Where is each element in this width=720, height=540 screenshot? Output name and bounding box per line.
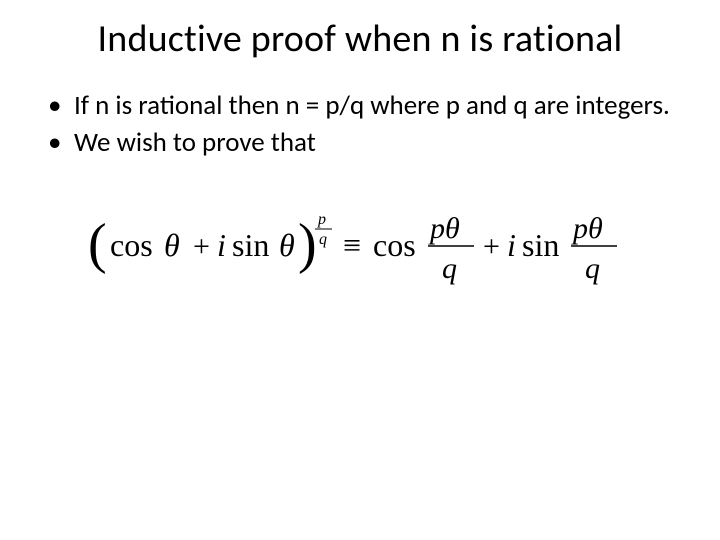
list-item: We wish to prove that (48, 127, 684, 160)
bullet-text: If n is rational then n = p/q where p an… (74, 89, 670, 122)
slide: Inductive proof when n is rational If n … (0, 0, 720, 540)
equiv-glyph: ≡ (343, 227, 361, 263)
sin-glyph: sin (522, 227, 559, 263)
lparen-glyph: ( (88, 213, 107, 275)
list-item: If n is rational then n = p/q where p an… (48, 90, 684, 123)
i-glyph: i (217, 227, 226, 263)
slide-title: Inductive proof when n is rational (36, 18, 684, 62)
exp-den-glyph: q (319, 231, 327, 248)
rparen-glyph: ) (298, 213, 317, 275)
frac-den-glyph: q (442, 252, 457, 285)
exp-num-glyph: p (317, 211, 326, 228)
i-glyph: i (507, 227, 516, 263)
bullet-text: We wish to prove that (74, 126, 316, 159)
theta-glyph: θ (164, 227, 180, 263)
bullet-list: If n is rational then n = p/q where p an… (36, 90, 684, 160)
sin-glyph: sin (232, 227, 269, 263)
plus-glyph: + (193, 230, 210, 263)
frac-num-glyph: pθ (571, 212, 603, 245)
theta-glyph: θ (279, 227, 295, 263)
plus-glyph: + (483, 230, 500, 263)
cos-glyph: cos (110, 227, 153, 263)
frac-den-glyph: q (585, 252, 600, 285)
equation-svg: ( cos θ + i sin θ ) p q ≡ cos pθ q (80, 200, 640, 296)
frac-num-glyph: pθ (428, 212, 460, 245)
cos-glyph: cos (373, 227, 416, 263)
equation: ( cos θ + i sin θ ) p q ≡ cos pθ q (36, 200, 684, 301)
